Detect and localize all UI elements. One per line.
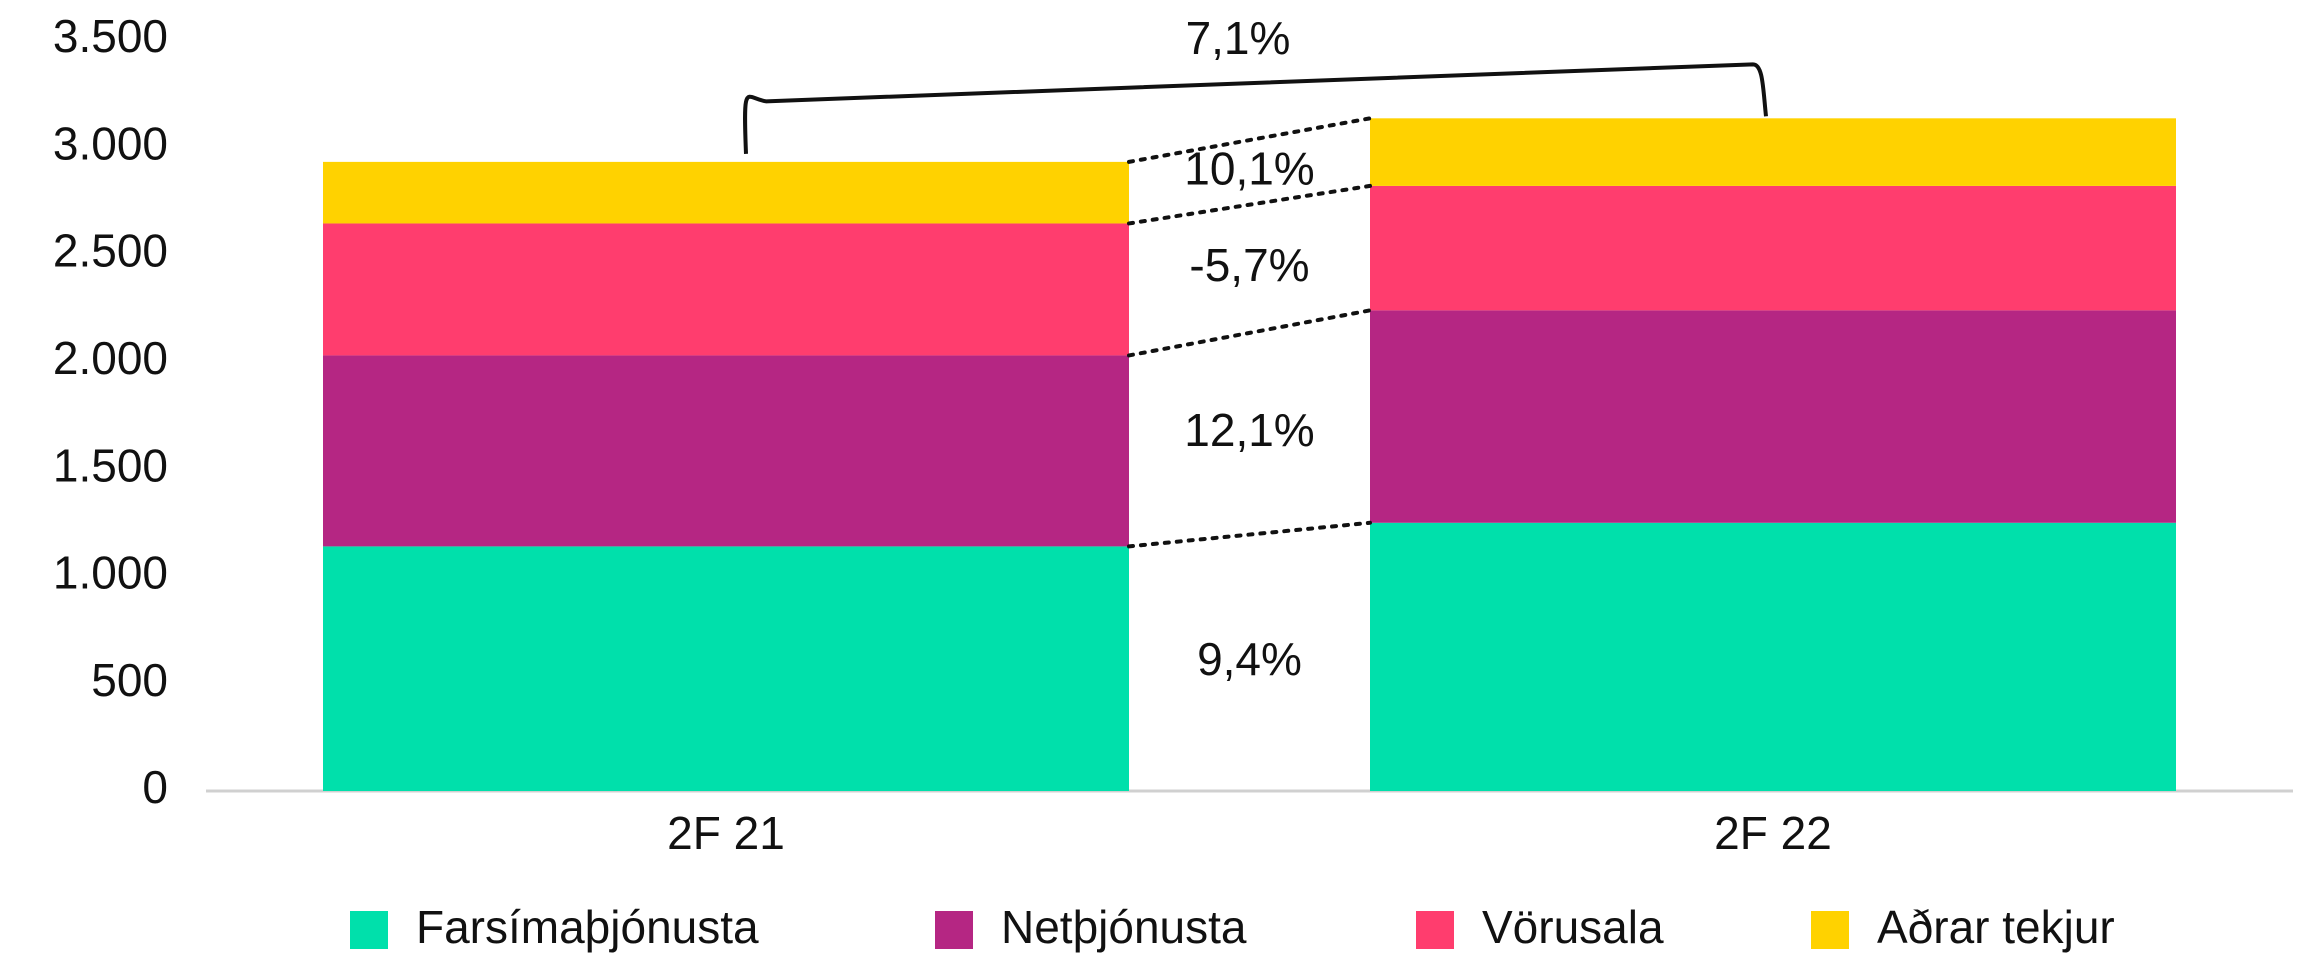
y-tick-label: 3.000 (53, 117, 168, 169)
legend-label: Netþjónusta (1001, 901, 1247, 953)
bar-segment (323, 355, 1129, 547)
legend-label: Aðrar tekjur (1877, 901, 2115, 953)
y-tick-label: 3.500 (53, 10, 168, 62)
change-label: -5,7% (1189, 239, 1309, 291)
legend-label: Farsímaþjónusta (416, 901, 759, 953)
x-tick-label: 2F 22 (1714, 807, 1832, 859)
legend-swatch (935, 911, 973, 949)
bar-segment (1370, 522, 2176, 791)
connector (1127, 308, 1372, 358)
change-label: 12,1% (1184, 404, 1314, 456)
x-tick-label: 2F 21 (667, 807, 785, 859)
connector (1127, 183, 1372, 226)
connector (1127, 116, 1372, 164)
total-bracket (743, 62, 1768, 154)
bar-segment (323, 546, 1129, 791)
y-tick-label: 2.000 (53, 332, 168, 384)
change-label: 9,4% (1197, 633, 1302, 685)
y-tick-label: 0 (142, 761, 168, 813)
y-tick-label: 1.500 (53, 439, 168, 491)
legend-swatch (1811, 911, 1849, 949)
bar-segment (323, 161, 1129, 224)
bar-segment (323, 223, 1129, 356)
total-change-label: 7,1% (1186, 12, 1291, 64)
legend-label: Vörusala (1482, 901, 1664, 953)
legend-swatch (1416, 911, 1454, 949)
y-tick-label: 500 (91, 654, 168, 706)
connector (1127, 520, 1372, 549)
change-label: 10,1% (1184, 143, 1314, 195)
y-tick-label: 1.000 (53, 547, 168, 599)
y-tick-label: 2.500 (53, 225, 168, 277)
bar-segment (1370, 310, 2176, 523)
bar-segment (1370, 185, 2176, 311)
legend-swatch (350, 911, 388, 949)
bar-segment (1370, 118, 2176, 186)
